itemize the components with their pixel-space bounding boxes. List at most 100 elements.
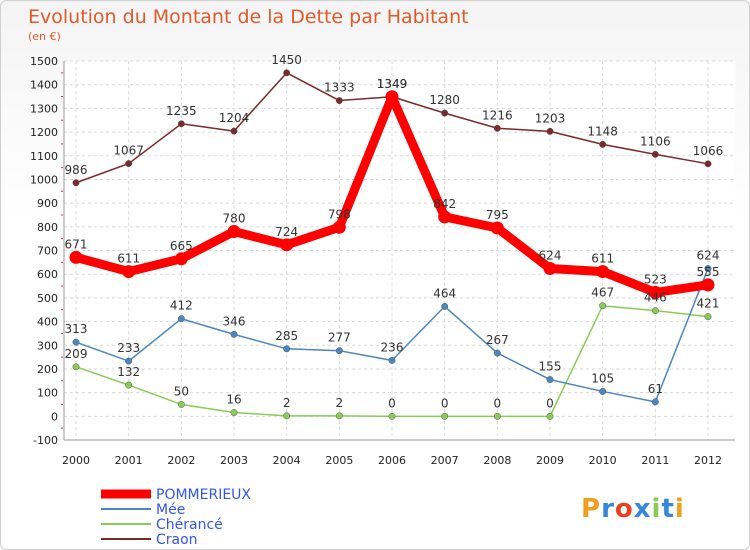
data-point-mee — [599, 387, 607, 395]
data-point-pommerieux — [596, 265, 610, 279]
data-label-pommerieux: 780 — [223, 212, 246, 226]
data-point-pommerieux — [490, 221, 504, 235]
chart-subtitle: (en €) — [28, 30, 61, 43]
data-point-pommerieux — [174, 252, 188, 266]
data-label-mee: 277 — [328, 331, 351, 345]
data-label-craon: 1349 — [377, 77, 408, 91]
data-label-craon: 1216 — [482, 108, 513, 122]
data-label-cherance: 0 — [441, 396, 449, 410]
data-label-mee: 155 — [539, 360, 562, 374]
data-point-cherance — [651, 307, 659, 315]
data-label-craon: 1204 — [219, 111, 250, 125]
data-label-pommerieux: 795 — [486, 208, 509, 222]
y-tick-label: 1500 — [30, 55, 58, 68]
axis-layer: -100010020030040050060070080090010001100… — [30, 55, 735, 467]
data-point-mee — [493, 349, 501, 357]
y-tick-label: 1000 — [30, 173, 58, 186]
data-label-cherance: 467 — [591, 286, 614, 300]
x-tick-label: 2010 — [589, 454, 617, 467]
logo-letter: t — [661, 494, 674, 524]
y-tick-label: 100 — [37, 387, 58, 400]
data-point-cherance — [599, 302, 607, 310]
x-tick-label: 2011 — [641, 454, 669, 467]
logo-letter: P — [581, 494, 601, 524]
data-label-cherance: 0 — [546, 396, 554, 410]
data-point-craon — [72, 179, 80, 187]
y-tick-label: 200 — [37, 363, 58, 376]
x-tick-label: 2001 — [115, 454, 143, 467]
data-point-cherance — [177, 401, 185, 408]
data-point-cherance — [72, 363, 80, 371]
data-label-mee: 233 — [117, 341, 140, 355]
x-tick-label: 2007 — [431, 454, 459, 467]
x-tick-label: 2002 — [167, 454, 195, 467]
data-point-mee — [72, 338, 80, 346]
data-label-craon: 1280 — [429, 93, 460, 107]
data-label-cherance: 446 — [644, 291, 667, 305]
data-point-cherance — [441, 412, 449, 420]
data-point-craon — [125, 160, 133, 168]
data-point-craon — [493, 124, 501, 132]
data-point-cherance — [388, 412, 396, 420]
x-tick-label: 2008 — [483, 454, 511, 467]
y-tick-label: 700 — [37, 245, 58, 258]
data-point-pommerieux — [280, 238, 294, 252]
data-point-cherance — [283, 412, 291, 420]
data-point-cherance — [546, 412, 554, 420]
data-point-mee — [704, 265, 712, 272]
data-label-cherance: 209 — [65, 347, 88, 361]
data-label-pommerieux: 798 — [328, 207, 351, 221]
y-tick-label: 300 — [37, 339, 58, 352]
x-tick-label: 2006 — [378, 454, 406, 467]
data-label-pommerieux: 724 — [275, 225, 298, 239]
data-label-cherance: 0 — [388, 396, 396, 410]
data-point-cherance — [230, 409, 238, 416]
x-tick-label: 2000 — [62, 454, 90, 467]
data-point-pommerieux — [438, 210, 452, 224]
data-point-mee — [335, 347, 343, 355]
data-point-mee — [651, 398, 659, 406]
data-label-mee: 346 — [223, 314, 246, 328]
logo-letter: r — [601, 494, 615, 524]
data-point-craon — [441, 109, 449, 117]
data-label-mee: 285 — [275, 329, 298, 343]
data-point-craon — [335, 97, 343, 105]
data-label-mee: 464 — [433, 286, 456, 300]
data-point-cherance — [493, 412, 501, 420]
data-label-mee: 236 — [381, 340, 404, 354]
data-point-cherance — [335, 412, 343, 420]
data-point-pommerieux — [332, 220, 346, 234]
y-tick-label: 400 — [37, 316, 58, 329]
y-tick-label: -100 — [33, 434, 58, 447]
data-label-pommerieux: 665 — [170, 239, 193, 253]
data-label-craon: 1066 — [693, 144, 724, 158]
data-label-pommerieux: 671 — [65, 237, 88, 251]
x-tick-label: 2004 — [273, 454, 301, 467]
data-label-pommerieux: 523 — [644, 272, 667, 286]
data-label-craon: 1148 — [587, 124, 618, 138]
data-label-pommerieux: 611 — [591, 252, 614, 266]
data-point-mee — [230, 330, 238, 338]
data-label-mee: 313 — [65, 322, 88, 336]
data-label-craon: 1203 — [535, 111, 566, 125]
logo-letter: i — [675, 494, 685, 524]
data-point-mee — [441, 302, 449, 310]
data-point-mee — [388, 356, 396, 364]
data-point-pommerieux — [648, 285, 662, 299]
data-label-pommerieux: 611 — [117, 252, 140, 266]
data-label-mee: 267 — [486, 333, 509, 347]
data-label-craon: 986 — [65, 163, 88, 177]
x-tick-label: 2003 — [220, 454, 248, 467]
legend-label-craon: Craon — [156, 532, 198, 548]
data-point-craon — [599, 140, 607, 148]
data-label-cherance: 132 — [117, 365, 140, 379]
data-label-cherance: 421 — [697, 297, 720, 311]
data-label-craon: 1106 — [640, 134, 671, 148]
data-point-mee — [283, 345, 291, 353]
data-label-pommerieux: 624 — [539, 249, 562, 263]
data-label-cherance: 16 — [226, 393, 241, 407]
data-label-layer: 986 1067 1235 1204 1450 1333 1349 1280 1216 1203 1… — [65, 53, 724, 410]
y-tick-label: 0 — [51, 410, 58, 423]
